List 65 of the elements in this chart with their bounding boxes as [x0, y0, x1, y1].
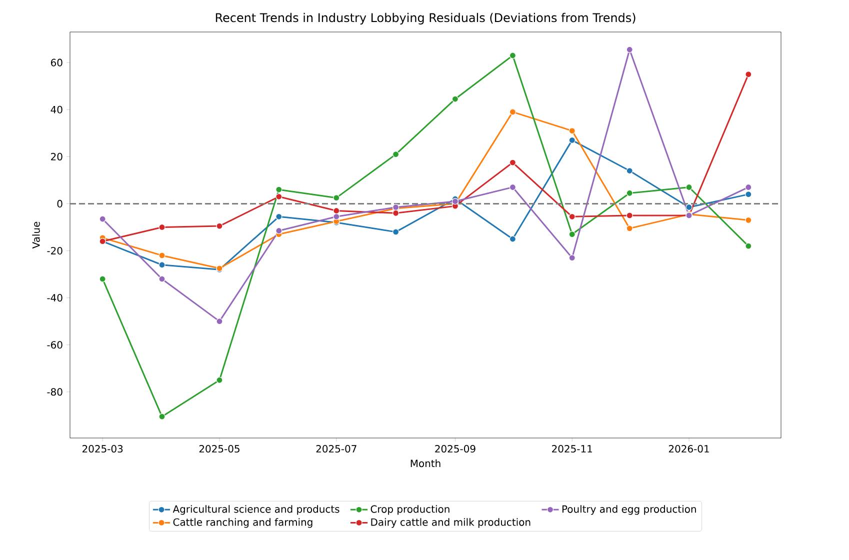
point [276, 186, 282, 193]
point [276, 193, 282, 200]
point [745, 242, 752, 250]
legend-label: Poultry and egg production [562, 505, 696, 515]
point [158, 252, 166, 259]
point [99, 216, 106, 222]
y-tick-label: 40 [50, 106, 62, 114]
point [333, 194, 340, 202]
x-tick-label: 2026-01 [668, 445, 709, 453]
point [745, 71, 752, 78]
point [216, 222, 223, 230]
point [392, 228, 400, 236]
x-tick-label: 2025-11 [552, 445, 592, 453]
point [216, 376, 223, 384]
point [276, 227, 282, 234]
point [745, 190, 752, 198]
y-tick-label: -80 [47, 388, 62, 396]
point [509, 236, 516, 242]
y-tick-label: 0 [57, 200, 62, 208]
x-tick-label: 2025-05 [199, 445, 240, 453]
point [509, 52, 516, 59]
legend-label: Dairy cattle and milk production [371, 518, 530, 528]
x-tick-label: 2025-09 [435, 445, 476, 453]
point [276, 213, 282, 220]
point [568, 136, 576, 144]
legend-label: Agricultural science and products [172, 505, 340, 515]
point [509, 108, 516, 116]
point [392, 210, 400, 216]
point [158, 413, 166, 420]
y-tick-label: -20 [47, 246, 62, 255]
point [333, 213, 340, 220]
y-tick-label: -60 [47, 341, 62, 349]
legend-label: Cattle ranching and farming [173, 518, 312, 528]
point [452, 96, 459, 102]
chart-title: Recent Trends in Industry Lobbying Residuals (Deviations from Trends) [216, 12, 636, 24]
x-axis-title: Month [410, 459, 440, 468]
point [392, 151, 400, 158]
point [158, 276, 166, 282]
point [626, 212, 633, 219]
point [568, 230, 576, 238]
point [568, 254, 576, 262]
y-tick-label: 20 [51, 152, 62, 160]
point [158, 262, 166, 268]
point [216, 318, 223, 325]
x-tick-label: 2025-07 [316, 445, 356, 453]
y-axis-title: Value [32, 222, 40, 249]
y-tick-label: 60 [51, 58, 62, 66]
y-tick-label: -40 [47, 294, 62, 302]
point [745, 184, 752, 191]
point [626, 225, 633, 232]
point [509, 184, 516, 191]
point [686, 204, 692, 211]
point [626, 46, 633, 53]
x-tick-label: 2025-03 [82, 445, 123, 453]
point [509, 159, 516, 166]
point [333, 207, 340, 214]
legend-label: Crop production [370, 505, 450, 515]
point [158, 224, 166, 231]
point [626, 167, 633, 174]
point [568, 127, 576, 134]
point [568, 213, 576, 220]
point [686, 184, 692, 191]
point [99, 276, 106, 282]
point [626, 190, 633, 196]
point [745, 216, 752, 224]
